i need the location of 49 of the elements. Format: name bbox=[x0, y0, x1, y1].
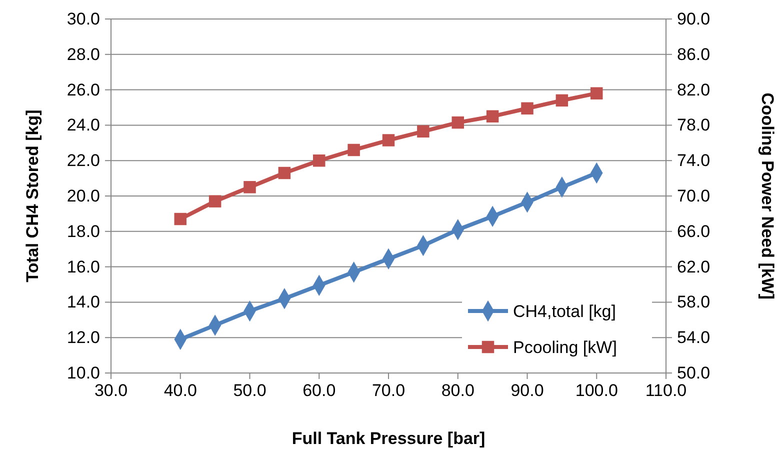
point bbox=[521, 102, 534, 115]
y-tick-label: 10.0 bbox=[66, 363, 100, 382]
y2-tick-label: 74.0 bbox=[677, 151, 710, 170]
point bbox=[244, 181, 256, 194]
y-tick-label: 26.0 bbox=[66, 80, 100, 100]
point bbox=[174, 212, 186, 226]
y2-tick-label: 62.0 bbox=[677, 257, 710, 276]
y2-tick-label: 66.0 bbox=[677, 222, 710, 241]
point bbox=[452, 116, 464, 129]
legend-label: CH4,total [kg] bbox=[513, 302, 616, 321]
y-tick-label: 12.0 bbox=[66, 328, 100, 348]
point bbox=[382, 134, 395, 146]
y2-tick-label: 82.0 bbox=[677, 80, 710, 100]
x-tick-label: 100.0 bbox=[575, 381, 618, 400]
point bbox=[486, 110, 499, 122]
x-tick-label: 80.0 bbox=[441, 381, 474, 400]
point bbox=[208, 195, 222, 208]
point bbox=[313, 154, 326, 167]
x-tick-label: 60.0 bbox=[302, 381, 336, 400]
point bbox=[417, 125, 430, 138]
y-tick-label: 24.0 bbox=[66, 116, 100, 135]
y2-tick-label: 90.0 bbox=[677, 9, 710, 28]
x-tick-label: 50.0 bbox=[233, 381, 266, 400]
x-tick-label: 110.0 bbox=[645, 381, 687, 400]
y2-tick-label: 70.0 bbox=[677, 186, 710, 206]
x-axis-title: Full Tank Pressure [bar] bbox=[292, 429, 486, 448]
x-tick-label: 90.0 bbox=[510, 381, 544, 400]
y2-tick-label: 78.0 bbox=[677, 116, 710, 135]
y-tick-label: 14.0 bbox=[66, 292, 100, 312]
y2-tick-label: 58.0 bbox=[677, 292, 710, 312]
y-tick-label: 30.0 bbox=[66, 9, 100, 28]
x-tick-label: 40.0 bbox=[164, 381, 197, 400]
legend-label: Pcooling [kW] bbox=[513, 338, 617, 357]
point bbox=[590, 87, 603, 100]
y-tick-label: 18.0 bbox=[66, 222, 100, 241]
y-tick-label: 16.0 bbox=[66, 257, 100, 276]
x-tick-label: 30.0 bbox=[94, 381, 128, 400]
y-tick-label: 28.0 bbox=[66, 44, 100, 64]
y2-tick-label: 50.0 bbox=[677, 363, 710, 382]
x-tick-label: 70.0 bbox=[372, 381, 406, 400]
y2-tick-label: 86.0 bbox=[677, 44, 710, 64]
point bbox=[348, 144, 360, 156]
y-axis-title: Total CH4 Stored [kg] bbox=[23, 110, 42, 282]
y2-axis-title: Cooling Power Need [kW] bbox=[758, 92, 777, 300]
y2-tick-label: 54.0 bbox=[677, 328, 710, 348]
y-tick-label: 20.0 bbox=[66, 186, 100, 206]
y-tick-label: 22.0 bbox=[66, 151, 100, 170]
point bbox=[556, 94, 568, 107]
point bbox=[278, 166, 291, 180]
